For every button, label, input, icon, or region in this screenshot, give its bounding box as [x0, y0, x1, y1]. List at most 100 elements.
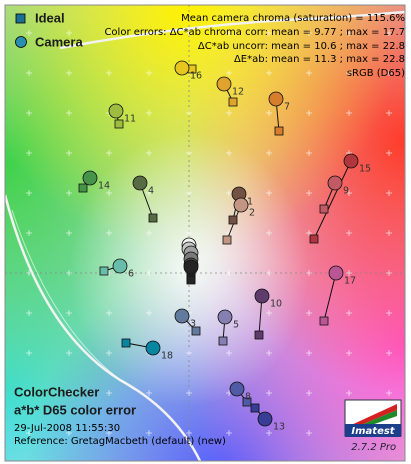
grid-cross: [386, 350, 392, 356]
ideal-point: [99, 266, 109, 276]
grid-cross: [26, 110, 32, 116]
grid-cross: [186, 110, 192, 116]
grid-cross: [26, 310, 32, 316]
grid-cross: [306, 190, 312, 196]
point-label: 10: [270, 299, 282, 310]
grid-cross: [306, 270, 312, 276]
grid-cross: [226, 350, 232, 356]
camera-point: [233, 197, 249, 213]
legend: Ideal Camera: [15, 10, 83, 49]
grid-cross: [26, 270, 32, 276]
edition-text: Pro: [380, 442, 396, 453]
grid-cross: [306, 150, 312, 156]
grid-cross: [346, 70, 352, 76]
grid-cross: [346, 190, 352, 196]
camera-point: [254, 288, 270, 304]
grid-cross: [66, 230, 72, 236]
grid-cross: [226, 430, 232, 436]
ideal-point: [121, 338, 131, 348]
grid-cross: [266, 310, 272, 316]
camera-point: [145, 340, 161, 356]
stat-text: Color errors: ΔC*ab chroma corr: mean = …: [104, 27, 405, 38]
point-label: 4: [148, 186, 154, 197]
camera-point: [108, 103, 124, 119]
ideal-point: [114, 119, 124, 129]
grid-cross: [106, 70, 112, 76]
grid-cross: [226, 110, 232, 116]
grid-cross: [146, 30, 152, 36]
grid-cross: [26, 390, 32, 396]
point-label: 3: [190, 319, 196, 330]
grid-cross: [266, 110, 272, 116]
grid-cross: [146, 190, 152, 196]
reference-text: Reference: GretagMacbeth (default) (new): [14, 436, 226, 447]
point-label: 12: [232, 87, 244, 98]
point-label: 6: [128, 269, 134, 280]
grid-cross: [226, 190, 232, 196]
grid-cross: [146, 390, 152, 396]
ideal-point: [228, 215, 238, 225]
ideal-point: [250, 403, 260, 413]
stat-text: ΔC*ab uncorr: mean = 10.6 ; max = 22.8: [198, 41, 405, 52]
grid-cross: [346, 30, 352, 36]
grid-cross: [306, 350, 312, 356]
grid-cross: [66, 190, 72, 196]
grid-cross: [66, 270, 72, 276]
camera-point: [257, 411, 273, 427]
point-label: 17: [344, 276, 356, 287]
grid-cross: [306, 30, 312, 36]
stats: Mean camera chroma (saturation) = 115.6%…: [104, 13, 405, 79]
grid-cross: [146, 70, 152, 76]
point-label: 5: [233, 320, 239, 331]
grid-cross: [386, 230, 392, 236]
grid-cross: [346, 390, 352, 396]
ideal-point: [186, 275, 196, 285]
point-label: 1: [247, 197, 253, 208]
grid-cross: [146, 430, 152, 436]
version-text: 2.7.2: [351, 442, 376, 453]
camera-point: [268, 91, 284, 107]
grid-cross: [386, 270, 392, 276]
grid-cross: [346, 110, 352, 116]
grid-cross: [66, 110, 72, 116]
grid-cross: [146, 110, 152, 116]
grid-cross: [186, 390, 192, 396]
grid-cross: [66, 310, 72, 316]
grid-cross: [26, 70, 32, 76]
grid-cross: [266, 150, 272, 156]
grid-cross: [66, 150, 72, 156]
point-label: 18: [161, 351, 173, 362]
ideal-point: [148, 213, 158, 223]
ideal-point: [319, 316, 329, 326]
grid-cross: [306, 430, 312, 436]
grid-cross: [346, 310, 352, 316]
error-line: [313, 160, 352, 240]
ideal-point: [309, 234, 319, 244]
camera-point: [328, 265, 344, 281]
point-label: 11: [124, 114, 136, 125]
grid-cross: [146, 150, 152, 156]
grid-cross: [386, 390, 392, 396]
camera-point: [229, 381, 245, 397]
chart-title: ColorChecker: [14, 384, 99, 399]
point-label: 13: [273, 422, 285, 433]
grid-cross: [266, 390, 272, 396]
grid-cross: [106, 390, 112, 396]
grid-cross: [66, 30, 72, 36]
grid-cross: [306, 110, 312, 116]
camera-point: [174, 60, 190, 76]
grid-cross: [266, 70, 272, 76]
grid-cross: [386, 310, 392, 316]
grid-cross: [186, 230, 192, 236]
grid-cross: [266, 30, 272, 36]
grid-cross: [106, 430, 112, 436]
grid-cross: [106, 150, 112, 156]
camera-point: [82, 170, 98, 186]
legend-marker: [15, 13, 26, 24]
grid-cross: [386, 70, 392, 76]
grid-cross: [106, 30, 112, 36]
title-block: ColorChecker a*b* D65 color error 29-Jul…: [14, 384, 226, 447]
